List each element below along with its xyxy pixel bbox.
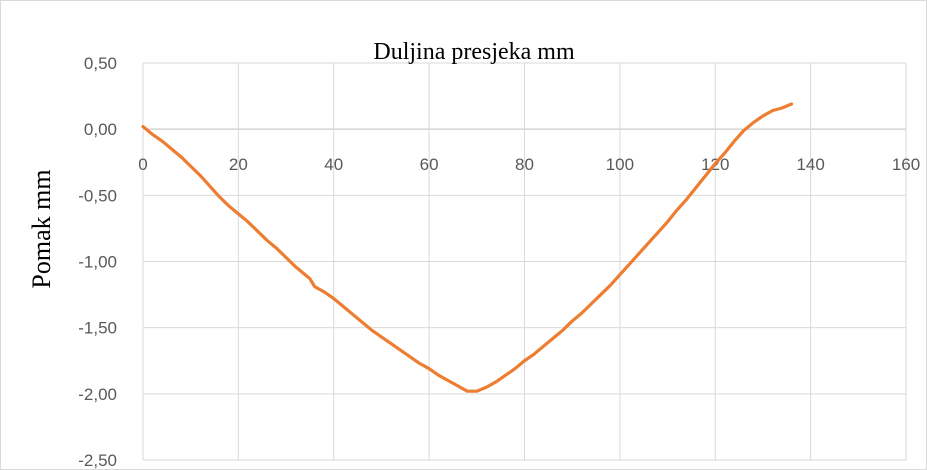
gridlines: [142, 62, 907, 461]
y-tick-label: -2,00: [78, 385, 117, 404]
x-tick-label: 140: [796, 155, 824, 174]
x-tick-label: 0: [138, 155, 147, 174]
series-layer: [141, 102, 794, 393]
y-tick-label: -2,50: [78, 451, 117, 470]
y-axis-title: Pomak mm: [27, 169, 56, 288]
x-tick-label: 20: [229, 155, 248, 174]
x-tick-label: 100: [606, 155, 634, 174]
x-tick-labels: 0 20 40 60 80 100 120 140 160: [138, 155, 920, 174]
y-tick-label: -0,50: [78, 186, 117, 205]
y-tick-label: 0,00: [84, 120, 117, 139]
x-tick-label: 80: [515, 155, 534, 174]
y-tick-label: -1,50: [78, 319, 117, 338]
x-tick-label: 60: [420, 155, 439, 174]
chart-title: Duljina presjeka mm: [373, 39, 575, 65]
x-tick-label: 40: [324, 155, 343, 174]
series-line: [141, 102, 794, 393]
y-tick-label: 0,50: [84, 54, 117, 73]
y-tick-label: -1,00: [78, 253, 117, 272]
y-tick-labels: 0,50 0,00 -0,50 -1,00 -1,50 -2,00 -2,50: [78, 54, 117, 470]
x-tick-label: 160: [892, 155, 920, 174]
